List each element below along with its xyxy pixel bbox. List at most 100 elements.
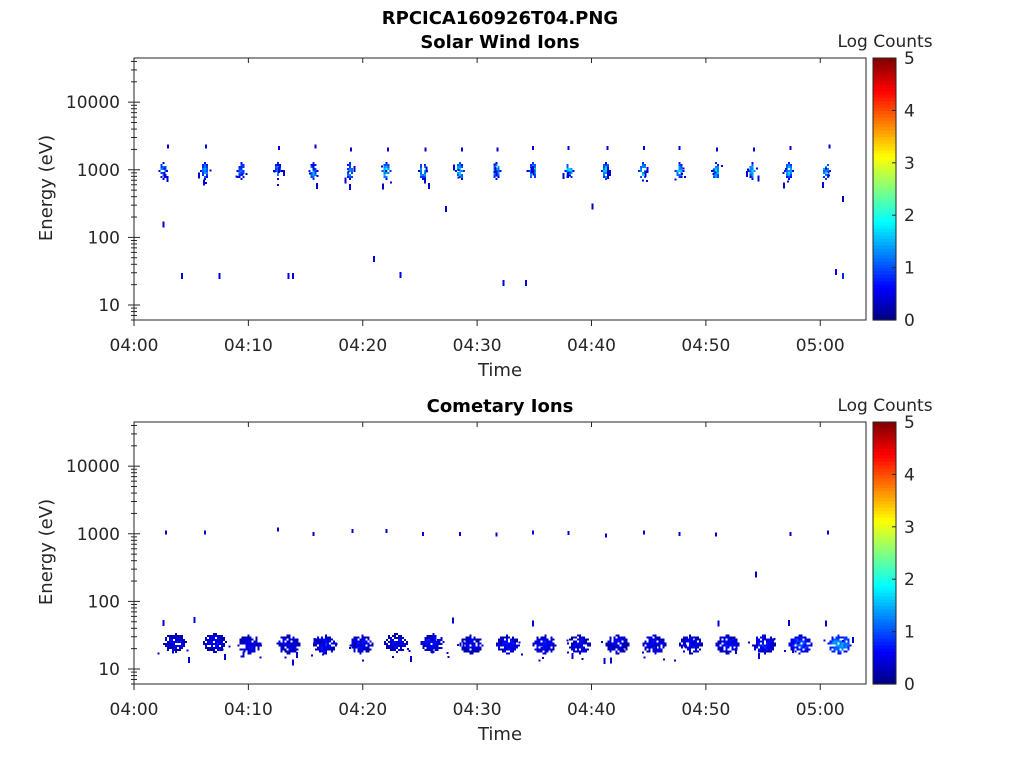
- colorbar-tick-label: 0: [904, 675, 915, 695]
- data-point: [203, 530, 206, 535]
- panel-solar-wind: Solar Wind Ions Log Counts Time Energy (…: [36, 32, 933, 381]
- colorbar-tick-label: 2: [904, 206, 915, 226]
- data-point: [789, 531, 792, 536]
- data-point: [789, 145, 792, 150]
- panel-cometary: Cometary Ions Log Counts Time Energy (eV…: [36, 396, 933, 745]
- data-cluster: [308, 161, 319, 189]
- data-point: [841, 195, 844, 202]
- data-cluster: [782, 161, 795, 189]
- data-point: [716, 147, 719, 152]
- panel-title: Cometary Ions: [427, 396, 574, 417]
- data-point: [715, 532, 718, 537]
- y-tick-label: 100: [88, 592, 120, 612]
- data-cluster: [453, 161, 465, 180]
- data-cluster: [823, 634, 854, 655]
- data-cluster: [562, 163, 575, 179]
- data-point: [385, 528, 388, 533]
- y-minor-ticks: [128, 60, 140, 321]
- data-point: [532, 145, 535, 150]
- data-point: [678, 145, 681, 150]
- colorbar-tick-label: 3: [904, 154, 915, 174]
- data-point: [218, 272, 221, 279]
- data-cluster: [642, 634, 667, 661]
- data-point: [162, 221, 165, 228]
- data-point: [828, 144, 831, 149]
- data-point: [204, 144, 207, 149]
- data-cluster: [197, 161, 212, 186]
- data-cluster: [418, 163, 431, 189]
- y-tick-label: 1000: [77, 525, 120, 545]
- data-cluster: [745, 161, 760, 182]
- x-tick-label: 04:00: [110, 336, 159, 356]
- data-marks: [158, 144, 844, 287]
- x-tick-label: 04:50: [681, 700, 730, 720]
- data-cluster: [276, 634, 301, 666]
- data-cluster: [495, 634, 524, 656]
- colorbar-tick-label: 1: [904, 259, 915, 279]
- data-point: [567, 531, 570, 536]
- data-cluster: [348, 634, 374, 662]
- x-tick-label: 04:00: [110, 700, 159, 720]
- data-cluster: [158, 161, 169, 183]
- data-cluster: [600, 634, 630, 665]
- colorbar: 0 1 2 3 4 5: [872, 49, 915, 331]
- colorbar-tick-label: 4: [904, 465, 915, 485]
- plot-area: [133, 57, 867, 321]
- data-point: [180, 272, 183, 279]
- data-cluster: [493, 161, 502, 180]
- y-axis-label: Energy (eV): [36, 499, 57, 605]
- data-point: [373, 255, 376, 262]
- data-marks: [157, 527, 854, 666]
- data-point: [445, 205, 448, 212]
- data-cluster: [420, 633, 450, 659]
- data-point: [461, 147, 464, 152]
- x-tick-label: 04:20: [338, 700, 387, 720]
- data-point: [351, 528, 354, 533]
- data-point: [496, 147, 499, 152]
- y-tick-label: 10: [98, 296, 120, 316]
- data-point: [502, 280, 505, 287]
- data-point: [827, 530, 830, 535]
- data-cluster: [157, 633, 191, 663]
- data-point: [642, 530, 645, 535]
- x-tick-label: 04:10: [224, 700, 273, 720]
- data-point: [532, 530, 535, 535]
- x-axis-label: Time: [477, 360, 522, 381]
- y-tick-label: 1000: [77, 161, 120, 181]
- colorbar-label: Log Counts: [837, 32, 932, 52]
- data-cluster: [566, 634, 591, 660]
- data-cluster: [235, 161, 248, 180]
- data-cluster: [637, 161, 649, 182]
- data-point: [567, 145, 570, 150]
- data-point: [495, 532, 498, 537]
- data-cluster: [344, 161, 356, 190]
- data-point: [678, 531, 681, 536]
- data-point: [312, 531, 315, 536]
- panel-title: Solar Wind Ions: [420, 32, 579, 53]
- data-cluster: [311, 634, 338, 657]
- y-tick-label: 10: [98, 660, 120, 680]
- x-tick-label: 04:40: [567, 336, 616, 356]
- colorbar-frame: [872, 421, 897, 685]
- data-cluster: [203, 633, 231, 660]
- colorbar-tick-label: 5: [904, 49, 915, 69]
- data-point: [193, 617, 196, 624]
- data-point: [525, 280, 528, 287]
- data-point: [642, 145, 645, 150]
- data-point: [314, 144, 317, 149]
- data-cluster: [601, 161, 612, 180]
- data-cluster: [715, 634, 740, 655]
- colorbar-tick-label: 3: [904, 518, 915, 538]
- colorbar-tick-label: 1: [904, 623, 915, 643]
- colorbar-frame: [872, 57, 897, 321]
- data-point: [458, 531, 461, 536]
- data-cluster: [237, 634, 263, 659]
- x-tick-label: 05:00: [796, 336, 845, 356]
- data-cluster: [526, 161, 537, 178]
- data-point: [291, 272, 294, 279]
- data-point: [606, 145, 609, 150]
- x-tick-label: 05:00: [796, 700, 845, 720]
- data-cluster: [784, 634, 813, 655]
- data-cluster: [532, 634, 557, 662]
